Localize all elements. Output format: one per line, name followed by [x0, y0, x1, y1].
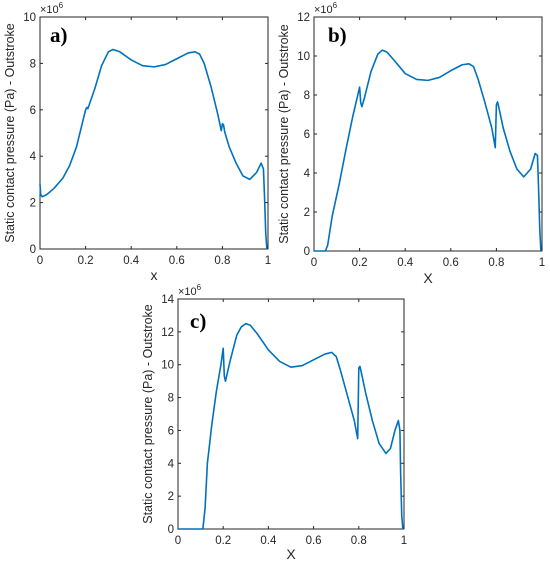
- x-tick-label: 0.8: [488, 257, 504, 269]
- x-tick-label: 0.4: [260, 535, 277, 547]
- x-tick-label: 0.4: [397, 257, 414, 269]
- x-tick-label: 0.6: [169, 255, 185, 267]
- y-tick-label: 12: [161, 327, 174, 339]
- x-tick-label: 0.4: [123, 255, 140, 267]
- x-tick-label: 0.6: [306, 535, 322, 547]
- y-tick-label: 4: [304, 168, 311, 180]
- y-tick-label: 12: [297, 12, 310, 24]
- y-tick-label: 10: [297, 51, 310, 63]
- y-tick-label: 8: [304, 90, 310, 102]
- x-tick-label: 0.2: [352, 257, 368, 269]
- panel-label: a): [50, 23, 68, 47]
- y-tick-label: 6: [30, 105, 36, 117]
- y-multiplier-label: ×106: [40, 1, 64, 16]
- y-tick-label: 0: [168, 524, 174, 536]
- y-axis-label: Static contact pressure (Pa) - Outstroke: [141, 304, 155, 524]
- y-tick-label: 0: [30, 244, 36, 256]
- y-multiplier-exponent: 6: [197, 283, 202, 292]
- plot-area-a: [39, 16, 269, 250]
- y-axis-label: Static contact pressure (Pa) - Outstroke: [277, 24, 291, 244]
- x-tick-label: 0.6: [443, 257, 459, 269]
- x-tick-label: 0.8: [214, 255, 230, 267]
- y-tick-label: 2: [304, 207, 310, 219]
- y-multiplier-base: ×10: [40, 4, 59, 16]
- x-tick-label: 0: [311, 257, 317, 269]
- y-multiplier-exponent: 6: [59, 1, 64, 10]
- x-axis-label: X: [286, 546, 296, 562]
- y-multiplier-exponent: 6: [333, 1, 338, 10]
- y-tick-label: 10: [23, 12, 36, 24]
- x-tick-label: 0: [37, 255, 43, 267]
- x-tick-label: 1: [539, 257, 545, 269]
- x-axis-label: X: [423, 270, 433, 286]
- y-multiplier-label: ×106: [314, 1, 338, 16]
- y-tick-label: 10: [161, 360, 174, 372]
- y-tick-label: 0: [304, 246, 310, 258]
- y-tick-label: 6: [304, 129, 310, 141]
- x-tick-label: 1: [265, 255, 271, 267]
- y-tick-label: 2: [168, 491, 174, 503]
- y-axis-label: Static contact pressure (Pa) - Outstroke: [3, 23, 17, 243]
- x-tick-label: 0.8: [351, 535, 367, 547]
- y-tick-label: 4: [168, 458, 175, 470]
- x-tick-label: 0: [175, 535, 181, 547]
- x-axis-label: x: [151, 267, 158, 283]
- y-multiplier-base: ×10: [178, 286, 197, 298]
- x-tick-label: 0.2: [78, 255, 94, 267]
- y-tick-label: 8: [168, 393, 174, 405]
- y-tick-label: 14: [161, 294, 174, 306]
- y-tick-label: 8: [30, 58, 36, 70]
- x-tick-label: 1: [401, 535, 407, 547]
- plot-area-c: [177, 298, 405, 530]
- y-tick-label: 6: [168, 425, 174, 437]
- y-tick-label: 2: [30, 198, 36, 210]
- plot-area-b: [313, 16, 543, 252]
- series-line-c: [177, 322, 404, 530]
- series-line-a: [39, 48, 268, 250]
- x-tick-label: 0.2: [215, 535, 231, 547]
- series-line-b: [313, 49, 542, 252]
- y-tick-label: 4: [30, 151, 37, 163]
- y-multiplier-base: ×10: [314, 4, 333, 16]
- panel-label: c): [190, 309, 206, 333]
- panel-label: b): [328, 23, 347, 47]
- y-multiplier-label: ×106: [178, 283, 202, 298]
